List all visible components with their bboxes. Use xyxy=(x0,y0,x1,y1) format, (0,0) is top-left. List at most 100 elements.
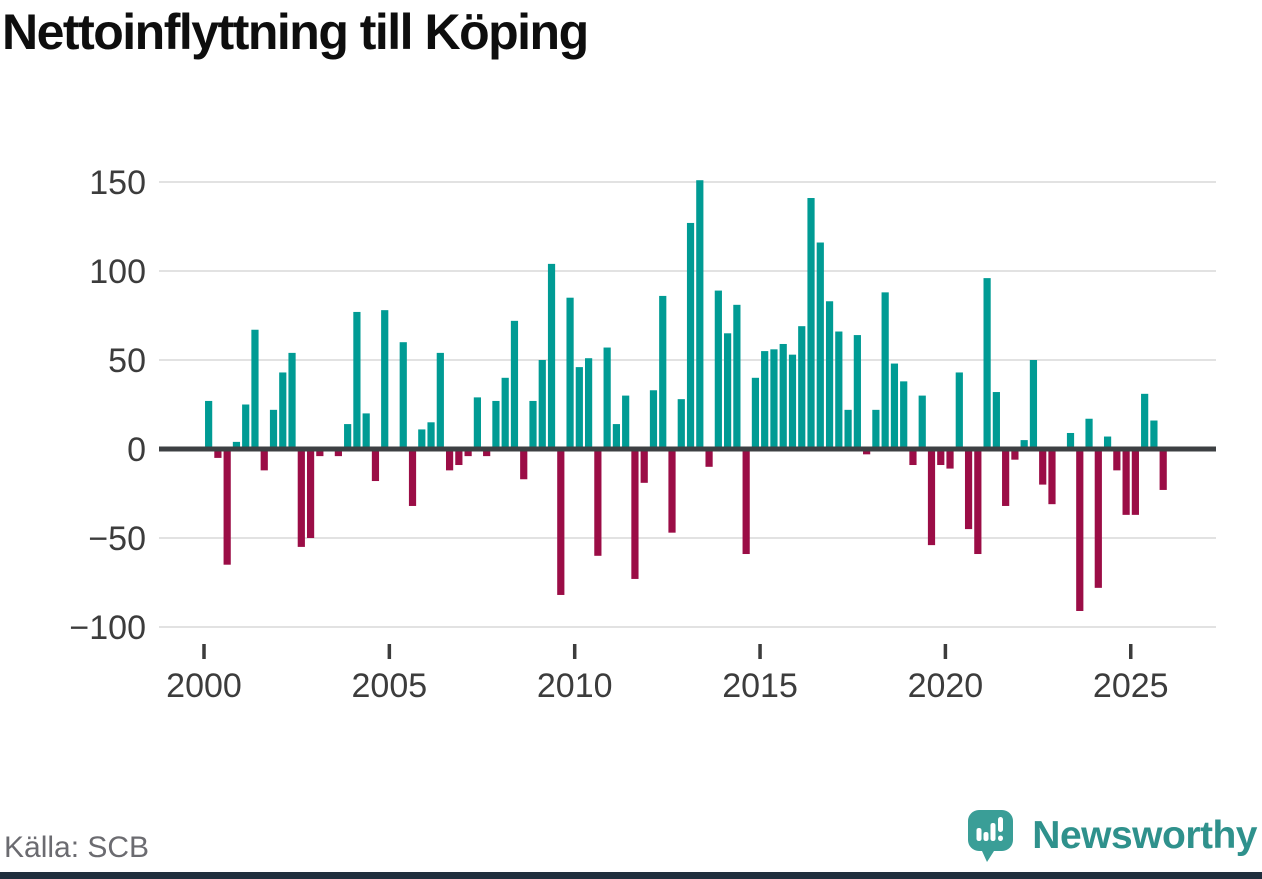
bar-2021-Q4 xyxy=(1011,449,1019,460)
bar-2024-Q2 xyxy=(1103,436,1112,449)
source-note: Källa: SCB xyxy=(4,831,150,864)
bar-2008-Q4 xyxy=(529,400,537,449)
y-axis-label-50: 50 xyxy=(108,342,146,380)
bar-2011-Q4 xyxy=(640,449,648,483)
bar-2017-Q4 xyxy=(863,449,871,455)
bar-2017-Q1 xyxy=(835,331,843,449)
bar-2010-Q2 xyxy=(585,358,593,449)
x-tick-2000 xyxy=(202,644,206,659)
bar-2000-Q1 xyxy=(205,400,213,449)
bar-2006-Q3 xyxy=(445,449,454,471)
bar-2024-Q4 xyxy=(1122,449,1130,515)
x-axis-label-2015: 2015 xyxy=(722,667,798,705)
x-tick-2005 xyxy=(387,644,392,659)
bar-2006-Q1 xyxy=(427,422,435,449)
bar-2018-Q2 xyxy=(881,292,889,449)
x-tick-2015 xyxy=(758,644,762,659)
bar-2023-Q4 xyxy=(1085,418,1093,449)
logo-bar-1 xyxy=(976,828,982,841)
x-tick-2020 xyxy=(943,644,948,659)
x-tick-2010 xyxy=(572,644,577,659)
bar-2009-Q1 xyxy=(538,360,546,449)
bar-2003-Q1 xyxy=(316,449,324,457)
bar-2014-Q2 xyxy=(733,304,741,449)
bar-2017-Q2 xyxy=(844,409,852,449)
bar-2009-Q3 xyxy=(557,449,565,595)
bar-2019-Q2 xyxy=(918,395,926,449)
bar-2025-Q4 xyxy=(1159,449,1167,490)
y-axis-label-100: 100 xyxy=(89,253,146,291)
bar-2016-Q2 xyxy=(807,198,815,449)
bar-2001-Q1 xyxy=(242,404,250,449)
bar-2012-Q1 xyxy=(649,390,658,449)
bar-2004-Q4 xyxy=(381,310,389,449)
bar-2015-Q3 xyxy=(779,343,787,449)
logo-bar-3 xyxy=(990,823,996,841)
bar-2024-Q1 xyxy=(1094,449,1102,588)
bar-2019-Q4 xyxy=(937,449,945,466)
x-tick-2025 xyxy=(1129,644,1133,659)
bar-2021-Q1 xyxy=(983,278,991,449)
bar-2004-Q2 xyxy=(362,413,370,449)
bar-2022-Q1 xyxy=(1020,440,1028,449)
y-axis-label-150: 150 xyxy=(89,164,146,202)
bar-2016-Q4 xyxy=(825,301,834,449)
newsworthy-logo-icon xyxy=(968,810,1014,862)
x-axis-label-2000: 2000 xyxy=(166,667,242,705)
bar-2019-Q1 xyxy=(909,449,917,466)
bar-2010-Q4 xyxy=(603,347,611,449)
bar-2012-Q4 xyxy=(677,399,685,449)
bar-2009-Q4 xyxy=(566,297,574,449)
bar-2014-Q4 xyxy=(751,377,760,449)
bar-2025-Q1 xyxy=(1131,449,1139,515)
y-axis-label--100: −100 xyxy=(69,609,146,647)
y-axis-label-0: 0 xyxy=(127,431,146,469)
bar-chart: 150 100 50 0 −50 −100 2000 2005 2010 2015 2020 2025 xyxy=(69,164,1216,705)
bar-2008-Q3 xyxy=(520,449,528,480)
bar-2009-Q2 xyxy=(547,263,556,449)
bar-2002-Q1 xyxy=(279,372,287,449)
bar-2008-Q2 xyxy=(510,320,519,449)
bottom-accent-bar xyxy=(0,872,1262,879)
bar-2012-Q2 xyxy=(659,295,667,449)
page-title: Nettoinflyttning till Köping xyxy=(2,4,589,60)
bar-2006-Q4 xyxy=(455,449,463,466)
bar-2025-Q2 xyxy=(1141,393,1149,449)
bar-2017-Q3 xyxy=(853,335,861,449)
bar-2003-Q4 xyxy=(344,424,352,449)
bar-2004-Q1 xyxy=(353,311,361,449)
bar-2016-Q1 xyxy=(798,326,806,449)
bar-2023-Q2 xyxy=(1066,432,1075,449)
bar-2018-Q3 xyxy=(890,363,899,449)
bar-2008-Q1 xyxy=(501,377,509,449)
bar-2015-Q4 xyxy=(788,354,797,449)
bar-2003-Q3 xyxy=(334,449,342,457)
bar-2025-Q3 xyxy=(1150,420,1158,449)
bar-2015-Q1 xyxy=(761,351,769,449)
bar-2020-Q4 xyxy=(974,449,982,555)
bar-2013-Q3 xyxy=(705,449,713,467)
logo-bar-2 xyxy=(983,832,989,841)
x-axis-label-2020: 2020 xyxy=(908,667,984,705)
brand-wordmark: Newsworthy xyxy=(1032,814,1257,857)
bar-2020-Q2 xyxy=(955,372,963,449)
bar-2007-Q4 xyxy=(492,400,500,449)
y-axis-label--50: −50 xyxy=(88,520,146,558)
bar-2018-Q4 xyxy=(900,381,908,449)
x-axis-label-2010: 2010 xyxy=(537,667,613,705)
bar-2010-Q1 xyxy=(575,367,583,449)
bar-2015-Q2 xyxy=(770,349,778,449)
bar-2011-Q3 xyxy=(631,449,639,579)
bar-2002-Q3 xyxy=(297,449,305,547)
bar-2020-Q1 xyxy=(946,449,954,469)
bar-2014-Q1 xyxy=(724,333,732,449)
bar-2005-Q2 xyxy=(399,342,407,449)
logo-exclamation-dot xyxy=(998,835,1004,841)
logo-exclamation-line xyxy=(998,817,1004,832)
bar-2004-Q3 xyxy=(371,449,380,482)
bar-2019-Q3 xyxy=(927,449,936,546)
bar-2011-Q2 xyxy=(622,395,630,449)
bar-2005-Q4 xyxy=(418,429,426,449)
bar-2005-Q3 xyxy=(408,449,417,506)
